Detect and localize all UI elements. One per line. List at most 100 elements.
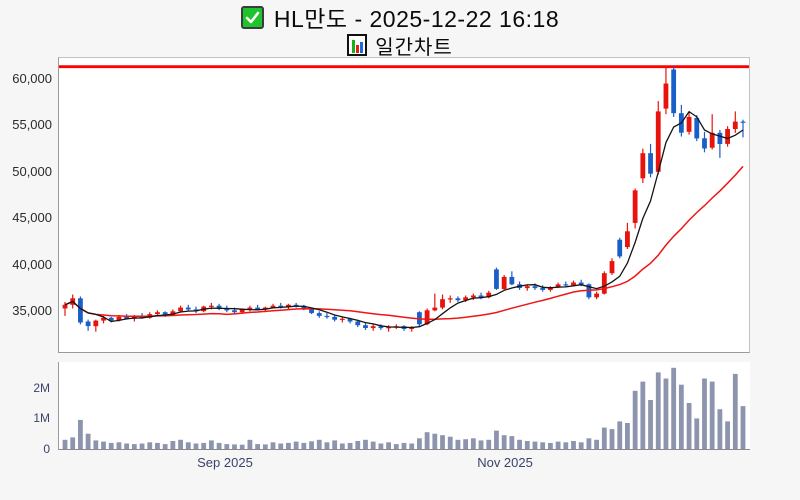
volume-bar	[455, 439, 461, 449]
volume-bar	[417, 438, 422, 449]
volume-bar	[540, 442, 546, 449]
candle-body	[124, 316, 130, 319]
candle-body	[625, 231, 630, 248]
volume-bar	[255, 444, 261, 449]
volume-bar	[224, 444, 230, 449]
candle-body	[509, 276, 515, 285]
volume-bar	[517, 439, 522, 449]
window-title: HL만도 - 2025-12-22 16:18	[273, 6, 560, 32]
volume-bar	[247, 439, 253, 449]
candle-body	[216, 305, 222, 309]
candle-body	[347, 318, 353, 322]
volume-bar	[185, 442, 191, 449]
volume-bar	[347, 442, 353, 449]
candle-body	[470, 295, 476, 298]
price-chart-svg	[59, 65, 749, 332]
candle-body	[594, 293, 600, 298]
candle-body	[270, 305, 276, 308]
checkbox-checked-icon[interactable]	[240, 5, 264, 29]
volume-bar	[78, 419, 83, 449]
candle-body	[547, 287, 553, 290]
volume-axis-tick: 0	[43, 442, 50, 456]
candle-body	[717, 132, 723, 144]
volume-bar	[170, 441, 176, 449]
volume-bar	[155, 442, 160, 449]
candle-body	[339, 318, 345, 320]
volume-bar	[509, 436, 515, 449]
volume-bar	[594, 439, 600, 449]
volume-bar	[686, 403, 692, 449]
candle-body	[62, 304, 68, 309]
volume-bar	[725, 421, 730, 449]
candle-body	[524, 286, 530, 289]
volume-bar	[162, 444, 168, 449]
bar-chart-icon	[347, 34, 368, 56]
volume-bar	[432, 433, 438, 449]
candle-body	[663, 83, 669, 109]
candle-body	[617, 239, 623, 257]
volume-bar	[124, 443, 130, 449]
candle-body	[455, 298, 461, 301]
volume-bar	[108, 442, 114, 449]
volume-bar	[309, 441, 314, 449]
price-axis-tick: 55,000	[12, 117, 52, 133]
candle-body	[563, 284, 569, 286]
volume-bar	[378, 443, 384, 449]
volume-bar	[501, 435, 507, 449]
candle-body	[309, 309, 314, 314]
volume-bar	[655, 372, 661, 449]
volume-bar	[678, 384, 684, 449]
volume-bar	[578, 442, 584, 449]
volume-bar	[232, 444, 237, 449]
candle-body	[648, 153, 653, 174]
price-axis-tick: 50,000	[12, 163, 52, 179]
volume-bar	[85, 433, 91, 449]
volume-bar	[424, 432, 430, 449]
chart-type-label: 일간차트	[375, 36, 453, 59]
candle-body	[301, 305, 307, 310]
volume-bar	[116, 442, 122, 449]
volume-bar	[617, 421, 623, 449]
candle-body	[93, 320, 99, 327]
volume-bar	[571, 441, 576, 449]
candle-body	[370, 326, 376, 329]
volume-bar	[208, 440, 214, 449]
volume-bar	[447, 436, 453, 449]
volume-bar	[532, 441, 538, 449]
volume-bar	[216, 442, 222, 449]
candle-body	[640, 153, 646, 179]
candle-body	[286, 304, 291, 307]
volume-bar	[62, 439, 68, 449]
volume-bar	[648, 400, 653, 449]
volume-bar	[547, 442, 553, 449]
candle-body	[85, 321, 91, 327]
candle-body	[555, 284, 561, 288]
volume-bar	[239, 444, 245, 449]
volume-bar	[316, 439, 322, 449]
volume-bar	[740, 406, 746, 449]
volume-bar	[601, 427, 607, 449]
candle-body	[324, 315, 330, 318]
volume-bar	[409, 443, 415, 449]
volume-axis-tick: 1M	[33, 411, 50, 426]
volume-bar	[640, 381, 646, 449]
candle-body	[702, 138, 707, 149]
volume-bar	[586, 438, 592, 449]
volume-bar	[632, 390, 638, 449]
volume-bar	[262, 444, 268, 449]
candle-body	[232, 310, 237, 313]
volume-bar	[139, 443, 145, 449]
candle-body	[101, 317, 106, 321]
candle-body	[363, 325, 368, 328]
candle-body	[486, 292, 492, 298]
volume-bar	[324, 442, 330, 449]
volume-bar	[332, 440, 338, 449]
volume-bar	[732, 373, 738, 449]
volume-bar	[694, 418, 700, 449]
candle-body	[447, 298, 453, 300]
candle-body	[108, 317, 114, 321]
volume-bar	[363, 439, 368, 449]
volume-bar	[178, 439, 183, 449]
ma-short-line	[64, 110, 744, 329]
